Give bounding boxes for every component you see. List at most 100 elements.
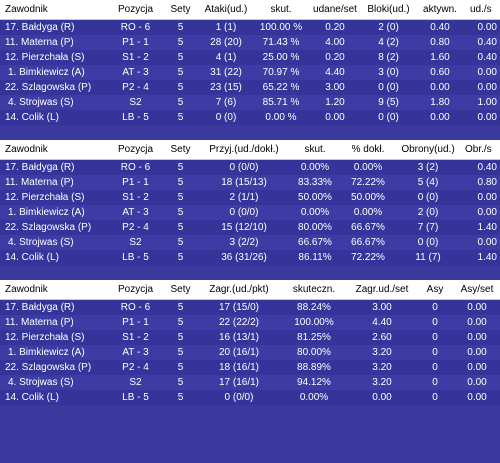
cell-blocks-per-set: 0.00 <box>477 22 497 33</box>
cell-player: 11. Materna (P) <box>5 37 74 48</box>
cell-serves: 0 (0/0) <box>224 392 254 403</box>
cell-blocks-per-set: 1.00 <box>477 97 497 108</box>
col-header-sets[interactable]: Sety <box>163 0 198 20</box>
cell-player: 22. Szlagowska (P) <box>5 82 92 93</box>
reception-defense-stats-panel: Zawodnik Pozycja Sety Przyj.(ud./dokł.) … <box>0 140 500 265</box>
cell-position: LB - 5 <box>122 112 149 123</box>
cell-attacks: 7 (6) <box>215 97 237 108</box>
col-header-digs[interactable]: Obrony(ud.) <box>396 140 460 160</box>
cell-blocks: 3 (0) <box>378 67 399 78</box>
table-row[interactable]: 11. Materna (P) P1 - 1 5 28 (20) 71.43 %… <box>0 35 500 50</box>
col-header-attacks[interactable]: Ataki(ud.) <box>198 0 254 20</box>
col-header-position[interactable]: Pozycja <box>108 280 163 300</box>
table-row[interactable]: 1. Bimkiewicz (A) AT - 3 5 0 (0/0) 0.00%… <box>0 205 500 220</box>
cell-player: 4. Strojwas (S) <box>8 237 74 248</box>
col-header-attack-efficiency[interactable]: skut. <box>254 0 308 20</box>
col-header-blocks[interactable]: Bloki(ud.) <box>362 0 415 20</box>
table-row[interactable]: 17. Bałdyga (R) RO - 6 5 1 (1) 100.00 % … <box>0 19 500 35</box>
cell-sets: 5 <box>177 302 184 313</box>
table-row[interactable]: 1. Bimkiewicz (A) AT - 3 5 31 (22) 70.97… <box>0 65 500 80</box>
table-row[interactable]: 12. Pierzchała (S) S1 - 2 5 16 (13/1) 81… <box>0 330 500 345</box>
cell-serve-efficiency: 88.24% <box>297 302 331 313</box>
cell-receptions: 0 (0/0) <box>229 207 259 218</box>
table-row[interactable]: 11. Materna (P) P1 - 1 5 18 (15/13) 83.3… <box>0 175 500 190</box>
table-row[interactable]: 14. Colik (L) LB - 5 5 0 (0/0) 0.00% 0.0… <box>0 390 500 405</box>
cell-digs: 11 (7) <box>415 252 441 263</box>
cell-serves-per-set: 2.60 <box>372 332 392 343</box>
col-header-accuracy-percent[interactable]: % dokł. <box>340 140 396 160</box>
col-header-serves-per-set[interactable]: Zagr.ud./set <box>348 280 416 300</box>
cell-activity: 0.80 <box>430 37 450 48</box>
col-header-position[interactable]: Pozycja <box>108 140 163 160</box>
serve-stats-panel: Zawodnik Pozycja Sety Zagr.(ud./pkt) sku… <box>0 280 500 405</box>
col-header-serves[interactable]: Zagr.(ud./pkt) <box>198 280 280 300</box>
cell-player: 17. Bałdyga (R) <box>5 162 75 173</box>
cell-activity: 1.60 <box>430 52 450 63</box>
table-row[interactable]: 22. Szlagowska (P) P2 - 4 5 15 (12/10) 8… <box>0 220 500 235</box>
col-header-aces-per-set[interactable]: Asy/set <box>454 280 500 300</box>
col-header-serve-efficiency[interactable]: skuteczn. <box>280 280 348 300</box>
cell-aces: 0 <box>432 347 438 358</box>
cell-serves: 17 (15/0) <box>218 302 260 313</box>
cell-attack-efficiency: 71.43 % <box>262 37 300 48</box>
col-header-player[interactable]: Zawodnik <box>0 280 108 300</box>
col-header-sets[interactable]: Sety <box>163 140 198 160</box>
table-row[interactable]: 4. Strojwas (S) S2 5 7 (6) 85.71 % 1.20 … <box>0 95 500 110</box>
table-row[interactable]: 17. Bałdyga (R) RO - 6 5 0 (0/0) 0.00% 0… <box>0 159 500 175</box>
cell-reception-efficiency: 50.00% <box>298 192 332 203</box>
cell-attacks: 31 (22) <box>210 67 242 78</box>
cell-digs-per-set: 0.00 <box>477 237 497 248</box>
cell-reception-efficiency: 83.33% <box>298 177 332 188</box>
cell-receptions: 18 (15/13) <box>221 177 267 188</box>
table-row[interactable]: 12. Pierzchała (S) S1 - 2 5 2 (1/1) 50.0… <box>0 190 500 205</box>
cell-reception-efficiency: 0.00% <box>300 162 330 173</box>
cell-player: 1. Bimkiewicz (A) <box>8 347 85 358</box>
col-header-successful-per-set[interactable]: udane/set <box>308 0 362 20</box>
table-row[interactable]: 22. Szlagowska (P) P2 - 4 5 23 (15) 65.2… <box>0 80 500 95</box>
cell-receptions: 36 (31/26) <box>221 252 267 263</box>
col-header-aces[interactable]: Asy <box>416 280 454 300</box>
cell-activity: 1.80 <box>430 97 450 108</box>
cell-serve-efficiency: 94.12% <box>297 377 331 388</box>
cell-attacks: 0 (0) <box>215 112 237 123</box>
col-header-player[interactable]: Zawodnik <box>0 140 108 160</box>
cell-aces-per-set: 0.00 <box>467 332 487 343</box>
table-row[interactable]: 4. Strojwas (S) S2 5 17 (16/1) 94.12% 3.… <box>0 375 500 390</box>
cell-serves-per-set: 3.20 <box>372 347 392 358</box>
cell-position: RO - 6 <box>120 302 151 313</box>
table-row[interactable]: 1. Bimkiewicz (A) AT - 3 5 20 (16/1) 80.… <box>0 345 500 360</box>
col-header-receptions[interactable]: Przyj.(ud./dokł.) <box>198 140 290 160</box>
cell-digs: 7 (7) <box>417 222 439 233</box>
table-row[interactable]: 14. Colik (L) LB - 5 5 36 (31/26) 86.11%… <box>0 250 500 265</box>
cell-activity: 0.40 <box>430 22 450 33</box>
col-header-digs-per-set[interactable]: Obr./s <box>460 140 500 160</box>
table-row[interactable]: 12. Pierzchała (S) S1 - 2 5 4 (1) 25.00 … <box>0 50 500 65</box>
col-header-sets[interactable]: Sety <box>163 280 198 300</box>
cell-digs-per-set: 0.80 <box>477 177 497 188</box>
cell-position: LB - 5 <box>122 252 149 263</box>
cell-accuracy-percent: 72.22% <box>351 177 385 188</box>
cell-position: AT - 3 <box>122 67 149 78</box>
cell-serves-per-set: 4.40 <box>372 317 392 328</box>
cell-blocks-per-set: 0.40 <box>477 37 497 48</box>
cell-digs: 2 (0) <box>417 207 439 218</box>
cell-sets: 5 <box>177 22 184 33</box>
serve-table: Zawodnik Pozycja Sety Zagr.(ud./pkt) sku… <box>0 280 500 405</box>
cell-sets: 5 <box>177 362 184 373</box>
col-header-activity[interactable]: aktywn. <box>415 0 465 20</box>
cell-digs-per-set: 0.40 <box>477 162 497 173</box>
cell-attacks: 1 (1) <box>215 22 237 33</box>
cell-sets: 5 <box>177 237 184 248</box>
col-header-blocks-per-set[interactable]: ud./s <box>465 0 500 20</box>
table-row[interactable]: 11. Materna (P) P1 - 1 5 22 (22/2) 100.0… <box>0 315 500 330</box>
col-header-player[interactable]: Zawodnik <box>0 0 108 20</box>
cell-reception-efficiency: 66.67% <box>298 237 332 248</box>
table-row[interactable]: 22. Szlagowska (P) P2 - 4 5 18 (16/1) 88… <box>0 360 500 375</box>
cell-receptions: 15 (12/10) <box>221 222 267 233</box>
table-row[interactable]: 17. Bałdyga (R) RO - 6 5 17 (15/0) 88.24… <box>0 299 500 315</box>
table-row[interactable]: 4. Strojwas (S) S2 5 3 (2/2) 66.67% 66.6… <box>0 235 500 250</box>
table-row[interactable]: 14. Colik (L) LB - 5 5 0 (0) 0.00 % 0.00… <box>0 110 500 125</box>
col-header-position[interactable]: Pozycja <box>108 0 163 20</box>
cell-sets: 5 <box>177 317 184 328</box>
col-header-reception-efficiency[interactable]: skut. <box>290 140 340 160</box>
